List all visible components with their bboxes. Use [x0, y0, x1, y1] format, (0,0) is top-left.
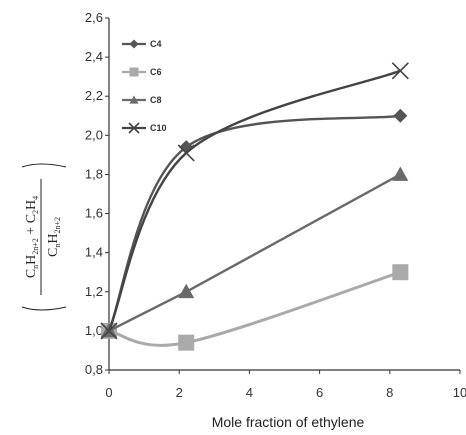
data-point	[178, 334, 195, 351]
series-c10	[100, 62, 409, 340]
y-tick-label: 1,6	[85, 206, 103, 221]
data-point	[100, 322, 118, 340]
axes: 0,8 1,0 1,2 1,4 1,6 1,8 2,0 2,2 2,4 2,6 0 2 4 6 8 10	[85, 10, 466, 400]
legend-item: C10	[122, 122, 167, 134]
series-line	[107, 69, 401, 332]
data-point	[393, 108, 408, 123]
x-tick-label: 8	[386, 385, 393, 400]
legend-label: C4	[150, 39, 162, 49]
y-tick-label: 1,0	[85, 323, 103, 338]
y-tick-label: 1,2	[85, 284, 103, 299]
data-point	[392, 166, 409, 181]
legend-item: C8	[122, 95, 162, 105]
legend-label: C8	[150, 95, 162, 105]
series-line	[107, 114, 401, 332]
series-c8	[101, 166, 409, 338]
legend: C4 C6 C8 C10	[122, 39, 167, 134]
x-tick-label: 4	[246, 385, 253, 400]
data-point	[178, 283, 195, 299]
y-tick-label: 2,0	[85, 127, 103, 142]
series-line	[108, 270, 401, 347]
legend-marker	[129, 95, 139, 104]
y-tick-label: 2,4	[85, 49, 103, 64]
y-tick-label: 1,4	[85, 245, 103, 260]
legend-marker	[128, 122, 140, 134]
series-c6	[101, 264, 409, 351]
y-axis-denominator: CnH2n+2	[46, 217, 62, 257]
legend-item: C4	[122, 39, 162, 49]
x-tick-label: 6	[316, 385, 323, 400]
y-axis-numerator: CnH2n+2 + C2H4	[24, 196, 40, 278]
x-tick-label: 0	[105, 385, 112, 400]
legend-label: C10	[150, 123, 167, 133]
y-tick-label: 2,2	[85, 88, 103, 103]
legend-item: C6	[122, 67, 162, 77]
series-layer	[100, 62, 409, 351]
data-point	[177, 144, 195, 162]
x-tick-label: 2	[176, 385, 183, 400]
series-c4	[102, 108, 408, 338]
left-paren	[21, 306, 67, 311]
x-tick-label: 10	[453, 385, 466, 400]
data-point	[392, 264, 409, 281]
right-paren	[21, 163, 67, 168]
y-tick-label: 2,6	[85, 10, 103, 25]
legend-label: C6	[150, 67, 162, 77]
y-axis-fraction: CnH2n+2 + C2H4 CnH2n+2	[21, 163, 67, 311]
x-axis-label: Mole fraction of ethylene	[212, 414, 365, 430]
data-point	[391, 62, 409, 80]
y-tick-label: 1,8	[85, 166, 103, 181]
y-tick-label: 0,8	[85, 362, 103, 377]
legend-marker	[129, 67, 139, 77]
y-axis-label: CnH2n+2 + C2H4 CnH2n+2	[21, 163, 67, 311]
legend-marker	[129, 39, 139, 49]
